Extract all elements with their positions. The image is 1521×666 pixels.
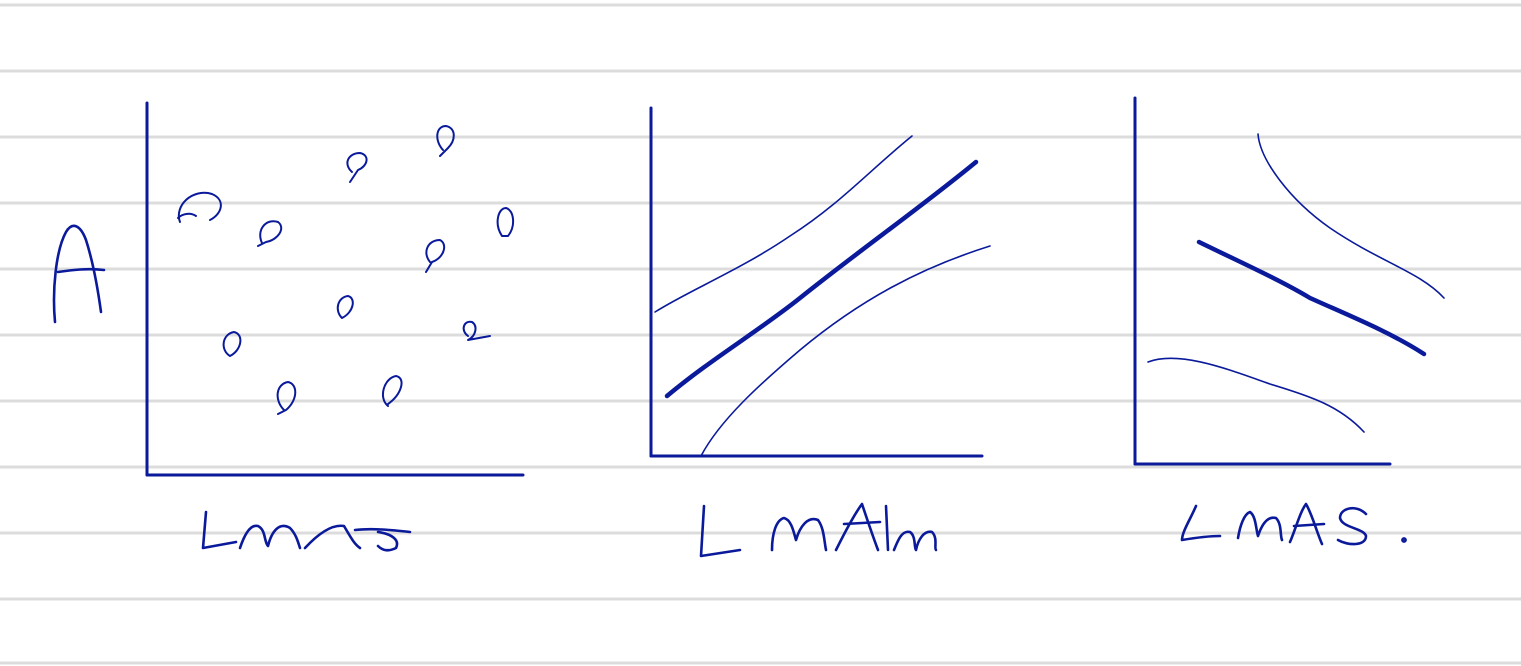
panel-increasing <box>649 106 991 558</box>
upper-envelope-line <box>654 135 913 313</box>
point <box>336 295 354 319</box>
panel-decreasing <box>1133 96 1445 546</box>
x-axis-label-LMAS <box>1180 502 1407 546</box>
ruled-lines <box>0 3 1521 665</box>
scatter-points <box>177 125 514 415</box>
point <box>222 331 242 357</box>
point <box>462 320 491 341</box>
central-trend-line <box>664 159 979 399</box>
point <box>177 191 222 223</box>
panel-scatter <box>145 101 525 552</box>
x-axis-label-LMAm <box>699 502 938 558</box>
point <box>257 220 283 247</box>
point <box>436 125 455 157</box>
point <box>496 207 514 237</box>
x-axis-label-LMA <box>201 510 412 552</box>
y-axis-label-A <box>52 224 106 324</box>
point <box>346 152 368 183</box>
point <box>276 381 297 415</box>
upper-envelope-line <box>1257 133 1445 299</box>
central-trend-line <box>1196 239 1427 357</box>
lower-envelope-line <box>1147 357 1365 433</box>
lower-envelope-line <box>700 245 991 457</box>
point <box>425 239 446 273</box>
point <box>381 375 403 407</box>
point <box>177 212 197 219</box>
